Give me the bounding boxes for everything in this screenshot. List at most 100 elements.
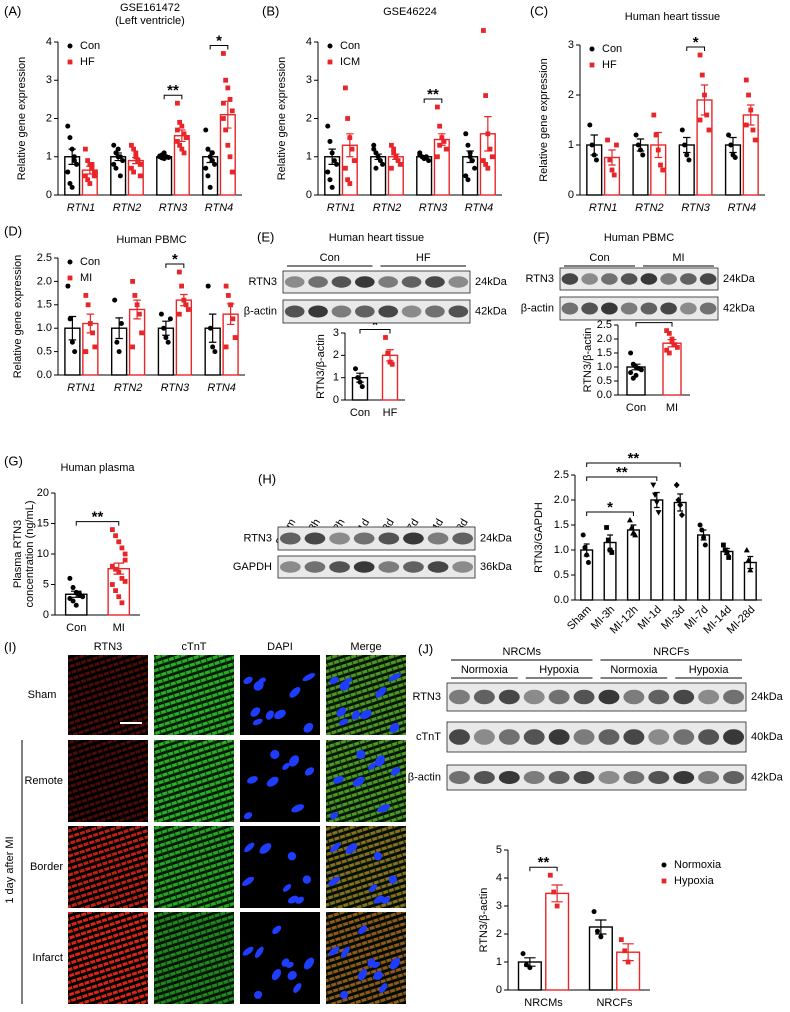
significance-bracket: [586, 476, 658, 481]
data-point: [325, 123, 331, 129]
data-point: [225, 142, 231, 148]
row-label: Sham: [28, 689, 57, 701]
data-point: [207, 154, 213, 160]
data-point: [175, 127, 180, 133]
data-point: [523, 962, 529, 968]
data-point: [183, 302, 189, 308]
y-tick-label: 1.0: [37, 322, 52, 334]
data-point: [359, 384, 365, 390]
chart-title: Human heart tissue: [625, 11, 720, 23]
blot-strip: [446, 721, 747, 753]
data-point: [130, 344, 136, 350]
blot-band: [523, 729, 545, 745]
blot-band: [401, 305, 422, 318]
data-point: [91, 169, 97, 175]
nucleus: [389, 722, 400, 733]
y-tick-label: 4: [306, 36, 312, 48]
blot-strip: [559, 267, 719, 291]
y-tick-label: 1.5: [554, 519, 569, 531]
legend-marker: [661, 862, 667, 868]
blot-band: [401, 276, 422, 288]
nucleus: [254, 946, 264, 958]
data-point: [435, 154, 440, 160]
data-point: [666, 350, 672, 356]
nucleus: [259, 843, 272, 854]
blot-kda-label: 42kDa: [475, 305, 508, 317]
blot-band: [427, 561, 449, 573]
data-point: [752, 137, 758, 143]
panel-label: (B): [262, 3, 279, 18]
data-point: [746, 92, 751, 98]
significance-label: **: [92, 509, 104, 526]
data-point: [221, 116, 226, 121]
subgroup-label: Hypoxia: [689, 664, 730, 676]
data-point: [116, 569, 122, 575]
data-point: [441, 139, 447, 144]
nucleus: [333, 776, 344, 784]
data-point: [697, 117, 703, 123]
data-point: [628, 524, 635, 530]
nucleus: [390, 767, 401, 776]
data-point: [69, 339, 75, 345]
blot-row-label: β-actin: [244, 305, 277, 317]
blot-band: [498, 729, 520, 745]
data-point: [136, 311, 142, 317]
panel-label: (J): [418, 641, 433, 656]
data-point: [426, 158, 432, 164]
blot-band: [329, 532, 350, 545]
y-tick-label: 0.5: [37, 346, 52, 358]
nucleus: [329, 812, 339, 820]
blot-band: [425, 305, 445, 318]
data-point: [72, 349, 78, 355]
significance-label: *: [607, 499, 613, 516]
data-point: [584, 552, 590, 558]
y-tick-label: 1: [496, 956, 502, 968]
data-point: [582, 545, 588, 550]
data-point: [722, 547, 728, 553]
data-point: [109, 527, 115, 532]
data-point: [209, 150, 215, 156]
nucleus: [367, 958, 376, 967]
blot-band: [329, 561, 350, 573]
y-tick-label: 2: [306, 112, 312, 124]
data-point: [74, 161, 80, 167]
data-point: [520, 951, 526, 957]
nucleus: [373, 970, 383, 981]
data-point: [131, 146, 137, 152]
data-point: [385, 350, 391, 356]
data-point: [83, 173, 88, 179]
blot-band: [353, 532, 375, 545]
blot-band: [680, 302, 697, 315]
nucleus: [352, 776, 365, 787]
data-point: [227, 154, 233, 160]
nucleus: [338, 718, 349, 726]
nucleus: [388, 875, 398, 884]
y-axis-label: RTN3/β-actin: [582, 328, 594, 393]
data-point: [743, 122, 749, 128]
data-point: [183, 135, 189, 141]
significance-bracket: [75, 521, 120, 526]
data-point: [653, 132, 659, 138]
nucleus: [243, 676, 253, 685]
data-point: [655, 510, 662, 516]
blot-band: [620, 302, 638, 315]
x-tick-label: RTN1: [67, 202, 96, 214]
nucleus: [302, 673, 316, 682]
data-point: [706, 127, 712, 133]
nucleus: [368, 884, 378, 892]
data-point: [547, 872, 553, 878]
blot-band: [448, 771, 470, 784]
data-point: [587, 122, 593, 128]
data-point: [69, 146, 75, 152]
nucleus: [375, 755, 386, 767]
channel-green: [154, 826, 234, 908]
data-point: [122, 579, 128, 584]
blot-band: [378, 305, 399, 318]
x-tick-label: RTN2: [113, 202, 142, 214]
y-tick-label: 15: [37, 517, 49, 529]
x-tick-label: Con: [350, 407, 370, 419]
data-point: [669, 339, 675, 345]
blot-band: [623, 689, 645, 705]
blot-band: [699, 273, 717, 285]
blot-band: [354, 305, 375, 318]
